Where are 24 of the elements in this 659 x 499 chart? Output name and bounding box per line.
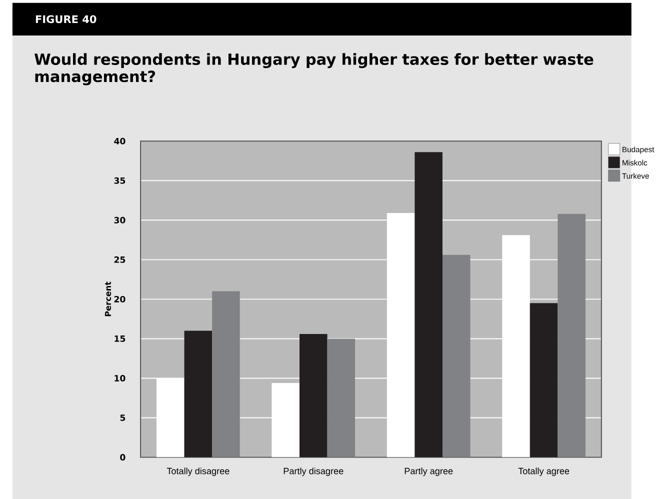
- bar: [530, 303, 558, 458]
- y-tick-label: 15: [114, 335, 126, 342]
- y-tick-label: 40: [114, 138, 126, 144]
- y-tick-label: 10: [114, 374, 126, 382]
- chart-title: Would respondents in Hungary pay higher taxes for better waste management?: [34, 53, 594, 86]
- bar: [184, 330, 212, 458]
- y-tick-label: 0: [120, 454, 126, 460]
- bar: [212, 291, 240, 458]
- bar: [327, 338, 356, 458]
- x-tick-label: Partly disagree: [284, 468, 344, 476]
- bar: [442, 254, 470, 458]
- x-tick-label: Totally agree: [518, 468, 570, 476]
- y-axis-title: Percent: [104, 282, 112, 316]
- bar: [414, 152, 442, 458]
- y-tick-label: 30: [114, 216, 126, 224]
- x-tick-label: Totally disagree: [166, 468, 230, 476]
- x-tick-label: Partly agree: [404, 468, 453, 476]
- y-tick-label: 35: [114, 177, 126, 184]
- y-tick-label: 20: [114, 296, 126, 302]
- caption: FIGURE 40: [36, 15, 96, 24]
- y-tick-label: 5: [120, 414, 126, 421]
- y-tick-label: 25: [114, 256, 126, 263]
- bar: [558, 214, 586, 458]
- bar: [300, 334, 328, 458]
